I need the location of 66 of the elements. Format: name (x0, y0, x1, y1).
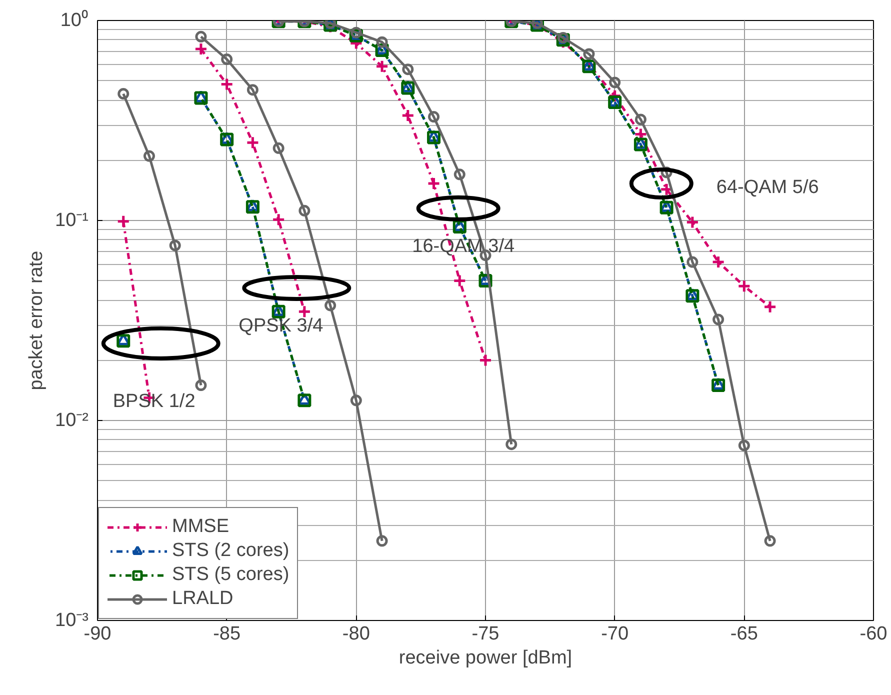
point (272, 212, 286, 226)
point (221, 54, 233, 66)
point (169, 240, 181, 252)
point (116, 334, 130, 348)
point (427, 176, 441, 190)
y-tick-label: 10⁰ (60, 9, 89, 31)
point (194, 91, 208, 105)
point (350, 394, 362, 406)
point (220, 132, 234, 146)
x-tick-label: -65 (730, 624, 758, 644)
point (246, 200, 260, 214)
y-axis-title: packet error rate (26, 250, 48, 390)
point (246, 84, 258, 96)
point (478, 354, 492, 368)
point (634, 114, 646, 126)
annotation: BPSK 1/2 (112, 390, 196, 412)
point (583, 48, 595, 60)
x-tick-label: -85 (213, 624, 241, 644)
point (324, 300, 336, 312)
point (195, 380, 207, 392)
point (298, 394, 312, 408)
legend-label: STS (5 cores) (172, 564, 290, 586)
point (634, 138, 648, 152)
annotation: QPSK 3/4 (238, 315, 324, 336)
x-tick-label: -60 (860, 624, 888, 644)
legend-label: STS (2 cores) (172, 540, 290, 562)
legend-label: MMSE (172, 516, 229, 538)
point (609, 76, 621, 88)
annotation: 64-QAM 5/6 (716, 177, 819, 198)
y-tick-label: 10⁻² (55, 410, 89, 431)
point (375, 60, 389, 74)
legend-label: LRALD (172, 588, 234, 610)
point (737, 279, 751, 293)
point (376, 36, 388, 48)
point (427, 130, 441, 144)
point (298, 304, 312, 318)
point (401, 108, 415, 122)
point (272, 142, 284, 154)
point (686, 289, 700, 303)
point (195, 30, 207, 42)
y-tick-label: 10⁻¹ (55, 210, 89, 231)
x-axis-title: receive power [dBm] (398, 648, 572, 668)
x-tick-label: -70 (601, 624, 629, 644)
point (452, 274, 466, 288)
point (116, 214, 130, 228)
point (686, 216, 700, 230)
x-tick-label: -80 (342, 624, 370, 644)
point (608, 96, 622, 110)
point (376, 535, 388, 547)
point (763, 300, 777, 314)
point (712, 314, 724, 326)
point (298, 204, 310, 216)
point (428, 111, 440, 123)
point (220, 78, 234, 91)
x-tick-label: -75 (472, 624, 500, 644)
point (194, 42, 208, 56)
point (402, 64, 414, 76)
point (246, 136, 260, 150)
point (506, 438, 518, 450)
point (401, 81, 415, 95)
point (712, 255, 726, 269)
point (454, 168, 466, 180)
point (686, 256, 698, 268)
point (143, 150, 155, 162)
point (712, 378, 726, 392)
point (738, 440, 750, 452)
